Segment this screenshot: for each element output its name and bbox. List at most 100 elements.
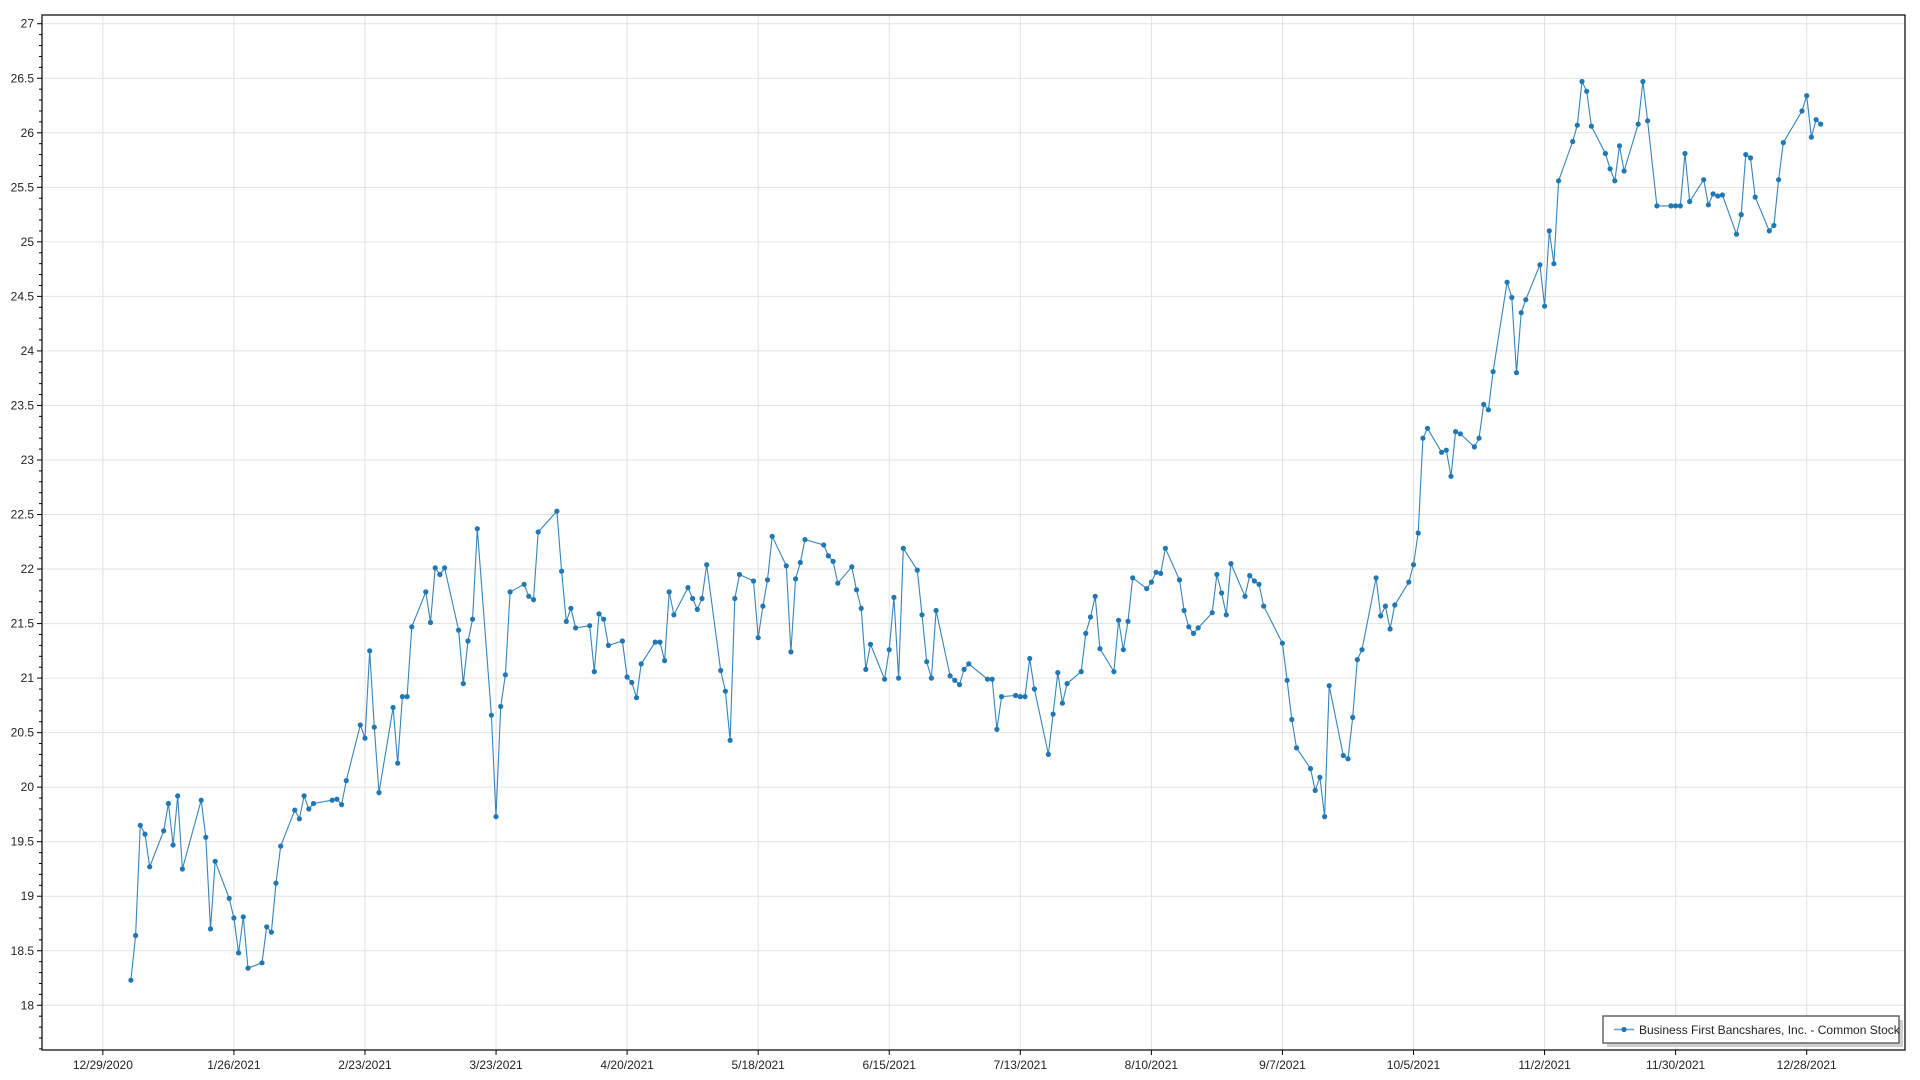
legend[interactable]: Business First Bancshares, Inc. - Common… bbox=[1602, 1015, 1903, 1047]
data-point bbox=[559, 568, 565, 574]
data-point bbox=[999, 694, 1005, 700]
x-tick-label: 5/18/2021 bbox=[731, 1058, 785, 1072]
y-tick-label: 23.5 bbox=[11, 398, 35, 412]
data-point bbox=[1766, 228, 1772, 234]
data-point bbox=[147, 864, 153, 870]
x-tick-label: 9/7/2021 bbox=[1259, 1058, 1306, 1072]
data-point bbox=[343, 778, 349, 784]
data-point bbox=[460, 681, 466, 687]
data-point bbox=[1584, 88, 1590, 94]
data-point bbox=[1556, 178, 1562, 184]
data-point bbox=[704, 562, 710, 568]
data-point bbox=[1340, 752, 1346, 759]
data-point bbox=[919, 612, 925, 618]
data-point bbox=[1050, 711, 1056, 717]
data-point bbox=[1616, 143, 1623, 149]
data-point bbox=[1087, 614, 1094, 620]
data-point bbox=[437, 571, 443, 578]
y-tick-label: 20 bbox=[21, 780, 35, 794]
data-point bbox=[760, 603, 766, 609]
data-point bbox=[1733, 231, 1740, 237]
data-point bbox=[1181, 607, 1187, 614]
y-tick-label: 25.5 bbox=[11, 180, 35, 194]
data-point bbox=[404, 694, 410, 700]
data-point bbox=[1092, 593, 1098, 599]
data-point bbox=[1322, 814, 1328, 820]
data-point bbox=[727, 737, 733, 743]
x-tick-label: 12/28/2021 bbox=[1777, 1058, 1837, 1072]
data-point bbox=[802, 537, 808, 543]
data-point bbox=[1747, 155, 1754, 161]
data-point bbox=[638, 661, 644, 667]
plot-area bbox=[128, 78, 1824, 983]
data-point bbox=[1457, 431, 1463, 437]
data-point bbox=[1776, 177, 1782, 183]
data-point bbox=[1804, 93, 1810, 99]
data-point bbox=[1705, 202, 1711, 208]
data-point bbox=[933, 607, 939, 614]
data-point bbox=[1359, 647, 1365, 653]
data-point bbox=[1439, 449, 1445, 455]
data-point bbox=[170, 842, 176, 848]
data-point bbox=[1158, 570, 1164, 577]
data-point bbox=[1677, 203, 1683, 209]
data-point bbox=[662, 658, 668, 664]
data-point bbox=[1574, 122, 1580, 128]
data-point bbox=[1354, 657, 1360, 663]
data-point bbox=[1120, 647, 1126, 653]
data-point bbox=[652, 639, 658, 645]
y-tick-label: 20.5 bbox=[11, 726, 35, 740]
data-point bbox=[783, 563, 789, 569]
data-point bbox=[1687, 198, 1693, 205]
data-point bbox=[601, 616, 607, 622]
data-point bbox=[1045, 751, 1051, 758]
data-point bbox=[1148, 579, 1154, 585]
data-point bbox=[264, 924, 270, 930]
data-point bbox=[956, 682, 963, 688]
data-point bbox=[835, 580, 841, 586]
y-tick-label: 21.5 bbox=[11, 617, 35, 631]
data-point bbox=[142, 831, 148, 837]
data-point bbox=[605, 642, 612, 649]
data-point bbox=[1799, 108, 1805, 114]
data-point bbox=[1738, 212, 1744, 218]
data-point bbox=[1392, 602, 1398, 608]
data-point bbox=[1645, 118, 1651, 124]
data-point bbox=[1621, 168, 1627, 174]
data-point bbox=[1612, 178, 1618, 184]
data-point bbox=[357, 722, 363, 728]
data-point bbox=[198, 797, 204, 803]
data-point bbox=[568, 605, 574, 611]
data-point bbox=[1027, 655, 1033, 662]
data-point bbox=[507, 589, 513, 595]
data-point bbox=[1752, 194, 1758, 200]
data-point bbox=[474, 526, 480, 532]
data-point bbox=[1537, 262, 1543, 268]
x-tick-label: 1/26/2021 bbox=[207, 1058, 261, 1072]
data-point bbox=[240, 914, 246, 920]
data-point bbox=[1513, 370, 1520, 376]
data-point bbox=[755, 635, 761, 641]
data-point bbox=[1607, 166, 1613, 172]
data-point bbox=[891, 594, 897, 601]
data-point bbox=[596, 611, 602, 617]
legend-marker-swatch bbox=[1621, 1026, 1627, 1033]
data-point bbox=[1251, 578, 1257, 584]
data-point bbox=[1453, 429, 1459, 435]
data-point bbox=[1022, 694, 1028, 700]
data-point bbox=[886, 647, 892, 653]
data-point bbox=[278, 843, 284, 849]
data-point bbox=[1579, 78, 1585, 85]
data-point bbox=[1017, 694, 1023, 700]
data-point bbox=[1031, 686, 1037, 692]
data-point bbox=[718, 667, 724, 674]
data-point bbox=[409, 624, 415, 630]
legend-entry-label: Business First Bancshares, Inc. - Common… bbox=[1639, 1023, 1901, 1037]
data-point bbox=[1710, 191, 1716, 197]
data-point bbox=[212, 858, 218, 864]
x-tick-label: 3/23/2021 bbox=[469, 1058, 523, 1072]
data-point bbox=[671, 612, 677, 618]
data-point bbox=[207, 926, 214, 932]
y-tick-label: 19.5 bbox=[11, 835, 35, 849]
data-point bbox=[1715, 193, 1721, 199]
